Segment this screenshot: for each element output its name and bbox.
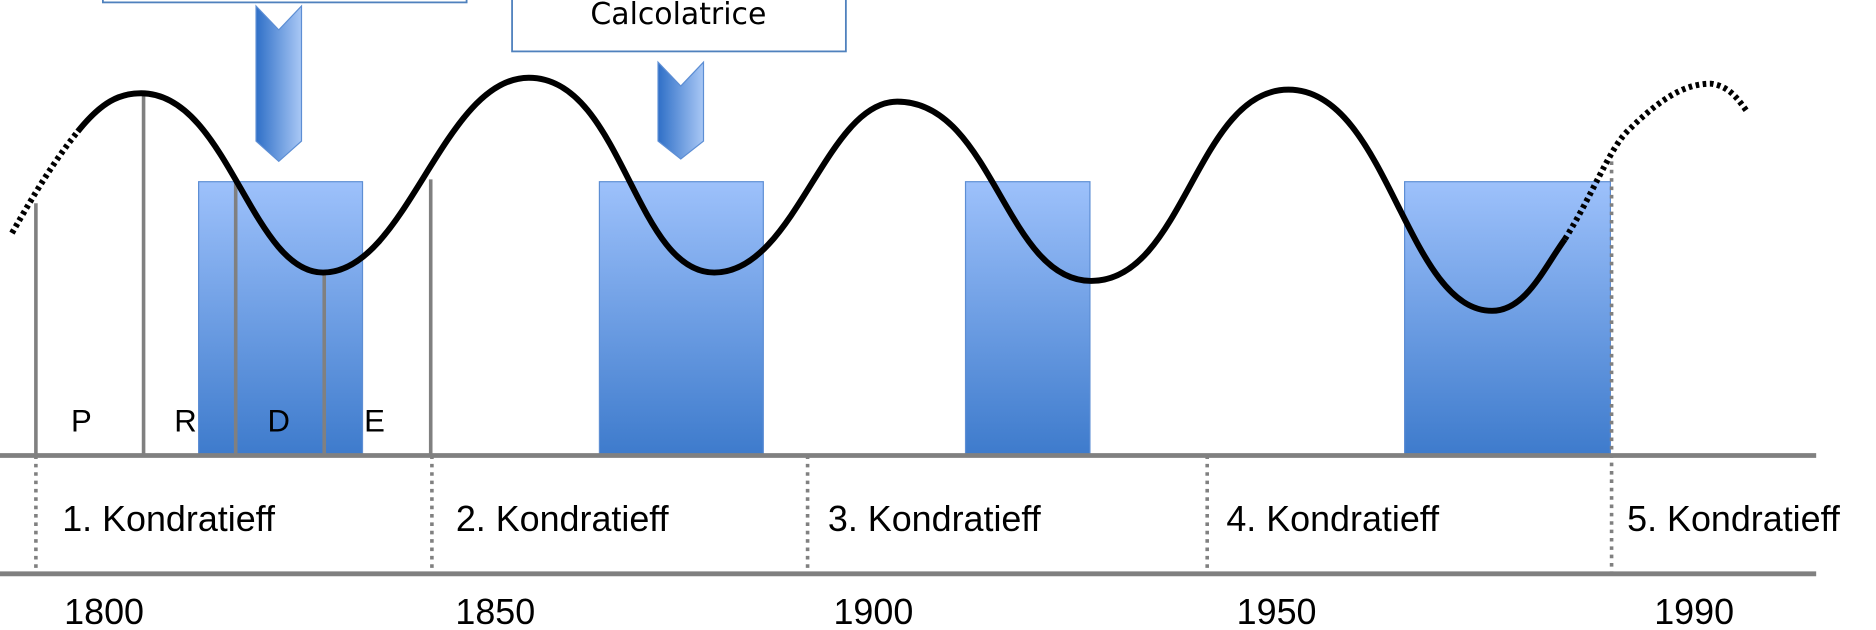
- crisis-box: [1404, 181, 1611, 455]
- wave-label: 4. Kondratieff: [1226, 499, 1440, 539]
- wave-label: 2. Kondratieff: [456, 499, 670, 539]
- wave-label: 1. Kondratieff: [62, 499, 276, 539]
- arrows: [255, 4, 705, 163]
- phase-lines: [34, 95, 433, 456]
- phase-label: P: [71, 404, 92, 439]
- phase-label: D: [268, 404, 290, 439]
- phase-boxes: [198, 181, 1611, 455]
- year-label: 1950: [1237, 592, 1317, 630]
- crisis-box: [198, 181, 364, 455]
- callout-box: [511, 0, 847, 53]
- callout-box: [101, 0, 468, 4]
- dotted-dividers: [34, 161, 1614, 574]
- year-label: 1850: [455, 592, 535, 630]
- wave-label: 5. Kondratieff: [1627, 499, 1841, 539]
- crisis-box: [964, 181, 1091, 455]
- down-arrow: [255, 4, 303, 163]
- year-label: 1900: [833, 592, 913, 630]
- axes: [0, 453, 1817, 577]
- year-label: 1800: [64, 592, 144, 630]
- year-label: 1990: [1654, 592, 1734, 630]
- callout-label: Calcolatrice: [590, 0, 766, 32]
- wave-curve-dotted: [9, 80, 1750, 241]
- crisis-box: [598, 181, 764, 455]
- wave-curve: [75, 74, 1568, 314]
- wave-label: 3. Kondratieff: [828, 499, 1042, 539]
- phase-label: R: [174, 404, 196, 439]
- phase-label: E: [364, 404, 385, 439]
- down-arrow: [657, 60, 705, 160]
